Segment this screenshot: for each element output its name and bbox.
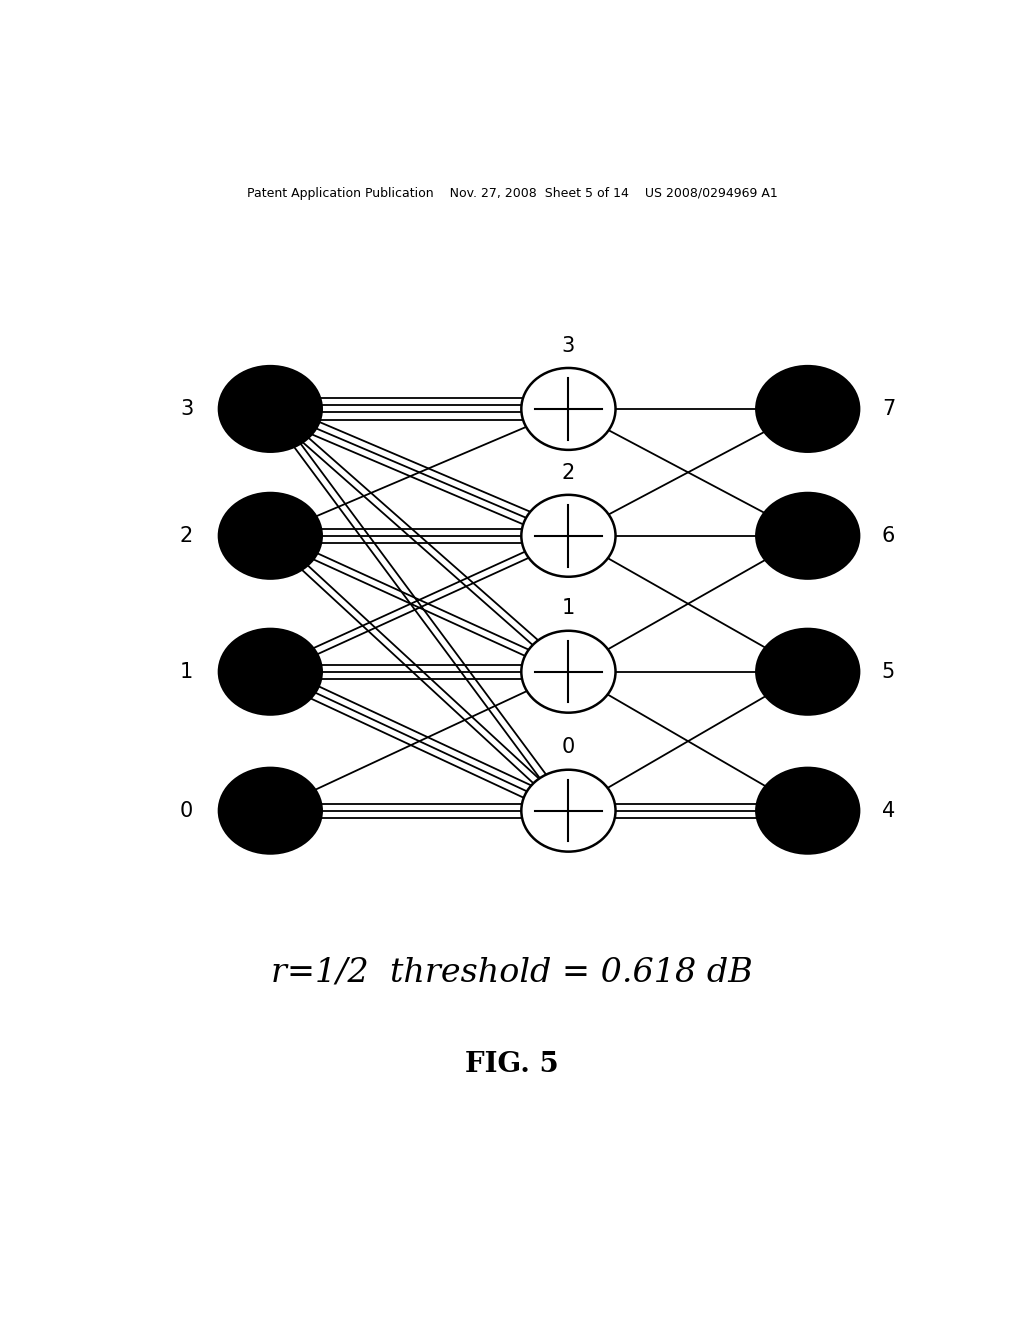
Ellipse shape [219,628,322,714]
Text: 5: 5 [882,661,895,681]
Text: 2: 2 [180,525,194,545]
Text: 2: 2 [562,462,575,483]
Text: 0: 0 [562,738,575,758]
Text: 7: 7 [882,399,895,418]
Ellipse shape [521,368,615,450]
Text: 3: 3 [180,399,194,418]
Text: r=1/2  threshold = 0.618 dB: r=1/2 threshold = 0.618 dB [271,956,753,989]
Text: 3: 3 [562,335,575,355]
Ellipse shape [219,768,322,854]
Text: 1: 1 [180,661,194,681]
Text: 1: 1 [562,598,575,619]
Ellipse shape [219,366,322,451]
Ellipse shape [756,628,859,714]
Text: 0: 0 [180,801,194,821]
Text: FIG. 5: FIG. 5 [465,1051,559,1078]
Ellipse shape [756,492,859,578]
Text: 6: 6 [882,525,895,545]
Ellipse shape [521,631,615,713]
Ellipse shape [756,366,859,451]
Ellipse shape [521,770,615,851]
Ellipse shape [521,495,615,577]
Text: 4: 4 [882,801,895,821]
Text: Patent Application Publication    Nov. 27, 2008  Sheet 5 of 14    US 2008/029496: Patent Application Publication Nov. 27, … [247,187,777,199]
Ellipse shape [756,768,859,854]
Ellipse shape [219,492,322,578]
